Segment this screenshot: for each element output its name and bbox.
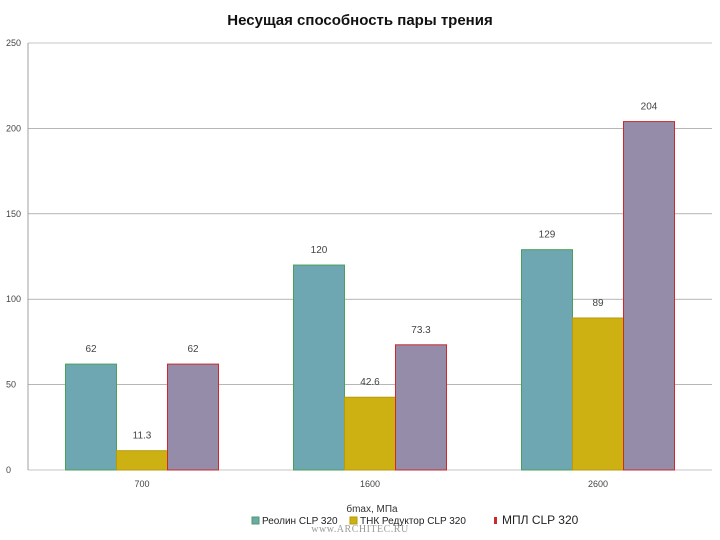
data-label: 204 — [641, 102, 658, 113]
legend-swatch — [251, 516, 260, 525]
y-tick-label: 200 — [6, 123, 21, 133]
bar — [116, 450, 168, 471]
bars — [65, 121, 675, 471]
bar — [293, 264, 345, 471]
legend-swatch — [349, 516, 358, 525]
y-tick-label: 250 — [6, 38, 21, 48]
y-tick-label: 50 — [6, 380, 16, 390]
legend-label: МПЛ CLP 320 — [502, 513, 579, 527]
x-axis-label: бmax, МПа — [346, 503, 398, 515]
legend-label: ТНК Редуктор CLP 320 — [360, 516, 466, 527]
y-tick-label: 150 — [6, 209, 21, 219]
data-label: 89 — [592, 298, 604, 309]
bar — [167, 363, 219, 471]
bar — [623, 121, 675, 471]
data-label: 120 — [311, 245, 328, 256]
data-labels: 62 11.3 62 120 42.6 73.3 129 89 204 — [85, 102, 657, 442]
data-label: 62 — [85, 344, 97, 355]
legend-swatch — [494, 517, 497, 524]
legend: Реолин CLP 320 ТНК Редуктор CLP 320 МПЛ CL… — [251, 513, 579, 527]
data-label: 73.3 — [411, 325, 431, 336]
bar — [395, 344, 447, 471]
data-label: 62 — [187, 344, 199, 355]
grid — [27, 42, 712, 471]
y-tick-label: 100 — [6, 294, 21, 304]
data-label: 42.6 — [360, 377, 380, 388]
bar — [344, 396, 396, 471]
y-tick-label: 0 — [6, 465, 11, 475]
x-tick-label: 1600 — [360, 479, 380, 489]
data-label: 11.3 — [133, 431, 152, 442]
watermark-text: www.ARCHITEC.RU — [311, 524, 409, 535]
axis-ticks: 0 50 100 150 200 250 700 1600 2600 — [6, 38, 608, 489]
chart-title: Несущая способность пары трения — [227, 12, 492, 29]
bar — [521, 249, 573, 471]
x-tick-label: 2600 — [588, 479, 608, 489]
bar — [65, 363, 117, 471]
x-tick-label: 700 — [134, 479, 149, 489]
bar — [572, 317, 624, 471]
data-label: 129 — [539, 230, 556, 241]
legend-label: Реолин CLP 320 — [262, 516, 338, 527]
